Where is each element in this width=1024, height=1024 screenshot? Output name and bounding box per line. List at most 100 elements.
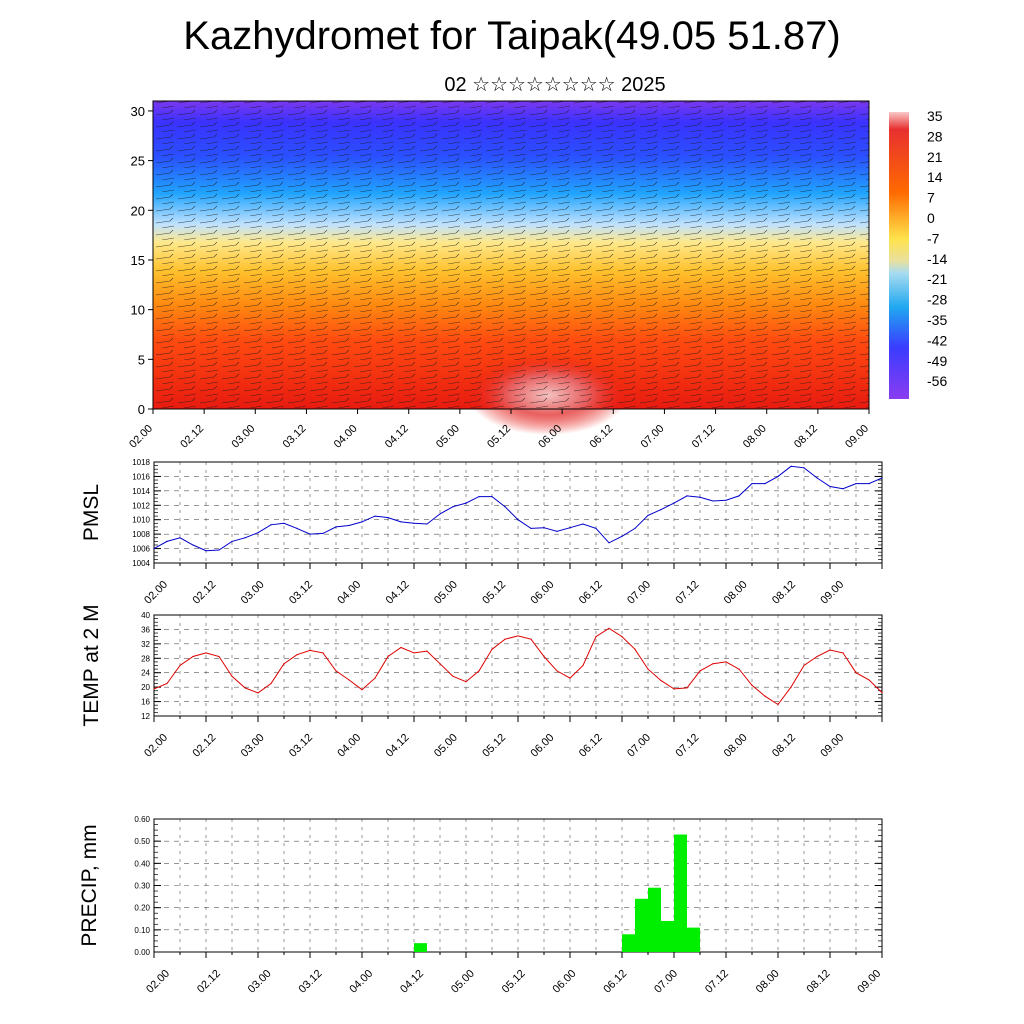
data-point bbox=[569, 677, 571, 679]
x-tick-label: 05.00 bbox=[432, 732, 460, 760]
chart-subtitle: 02 ☆☆☆☆☆☆☆☆ 2025 bbox=[444, 74, 666, 96]
data-point bbox=[335, 526, 337, 528]
data-point bbox=[400, 521, 402, 523]
colorbar-label: -42 bbox=[927, 332, 947, 348]
data-point bbox=[647, 668, 649, 670]
y-axis-title: TEMP at 2 M bbox=[80, 604, 103, 726]
y-tick-label: 20 bbox=[131, 203, 145, 218]
x-tick-label: 09.00 bbox=[843, 423, 871, 451]
precip-panel: 0.00 0.10 0.20 0.30 0.40 0.50 0.60 02.00 02.12 03… bbox=[78, 815, 883, 996]
x-tick-label: 05.12 bbox=[480, 579, 508, 607]
precip-bar bbox=[648, 887, 661, 952]
data-point bbox=[712, 663, 714, 665]
x-tick-label: 02.00 bbox=[142, 579, 170, 607]
data-point bbox=[439, 513, 441, 515]
data-point bbox=[868, 483, 870, 485]
data-point bbox=[192, 655, 194, 658]
x-tick-label: 08.00 bbox=[741, 423, 769, 451]
cross-section-panel: 0 5 10 15 20 25 30 02.00 02.12 03.00 03.12 04.00 04… bbox=[127, 100, 871, 451]
data-point bbox=[686, 687, 688, 689]
x-tick-label: 04.12 bbox=[384, 579, 412, 607]
x-tick-label: 05.12 bbox=[480, 732, 508, 760]
y-tick-label: 0.50 bbox=[134, 837, 150, 846]
colorbar: 35 28 21 14 7 0 -7 -14 -21 -28 -35 -42 -49 -56 bbox=[889, 108, 947, 399]
colorbar-label: -21 bbox=[927, 271, 947, 287]
data-point bbox=[803, 664, 805, 667]
data-point bbox=[374, 677, 376, 679]
data-point bbox=[361, 689, 363, 691]
data-point bbox=[673, 688, 675, 690]
data-point bbox=[426, 650, 428, 652]
data-point bbox=[296, 527, 298, 529]
data-point bbox=[374, 515, 376, 517]
data-point bbox=[231, 675, 233, 677]
data-point bbox=[192, 544, 194, 546]
y-tick-label: 0.60 bbox=[134, 815, 150, 824]
x-tick-label: 05.00 bbox=[449, 968, 477, 996]
precip-bar bbox=[635, 898, 648, 952]
x-tick-label: 08.12 bbox=[792, 423, 820, 451]
x-tick-label: 04.12 bbox=[383, 423, 411, 451]
x-tick-label: 03.00 bbox=[246, 968, 274, 996]
data-point bbox=[842, 488, 844, 490]
data-point bbox=[400, 646, 402, 649]
x-tick-label: 07.00 bbox=[625, 732, 653, 760]
y-tick-label: 0.40 bbox=[134, 859, 150, 868]
colorbar-label: -7 bbox=[927, 230, 940, 246]
y-axis-title: PRECIP, mm bbox=[78, 824, 101, 946]
x-tick-label: 06.00 bbox=[551, 968, 579, 996]
data-point bbox=[647, 514, 649, 516]
y-tick-label: 1012 bbox=[132, 501, 150, 510]
precip-bar bbox=[414, 943, 427, 952]
colorbar-label: 28 bbox=[927, 128, 943, 144]
data-point bbox=[816, 477, 818, 479]
x-tick-label: 05.12 bbox=[500, 968, 528, 996]
data-point bbox=[634, 527, 636, 529]
y-tick-label: 15 bbox=[131, 253, 145, 268]
colorbar-label: 21 bbox=[927, 149, 943, 165]
data-point bbox=[322, 652, 324, 654]
chart-title: Kazhydromet for Taipak(49.05 51.87) bbox=[183, 14, 841, 58]
data-point bbox=[166, 682, 168, 685]
x-tick-label: 03.12 bbox=[297, 968, 325, 996]
data-point bbox=[361, 521, 363, 523]
x-tick-label: 02.12 bbox=[190, 732, 218, 760]
data-point bbox=[296, 654, 298, 656]
data-point bbox=[556, 670, 558, 672]
x-tick-label: 07.00 bbox=[652, 968, 680, 996]
y-tick-label: 32 bbox=[141, 640, 150, 649]
data-point bbox=[543, 527, 545, 529]
x-tick-label: 04.00 bbox=[332, 423, 360, 451]
data-point bbox=[478, 670, 480, 672]
y-tick-label: 1008 bbox=[132, 530, 150, 539]
data-point bbox=[244, 537, 246, 539]
colorbar-label: -56 bbox=[927, 373, 947, 389]
data-point bbox=[764, 483, 766, 485]
data-point bbox=[881, 691, 883, 694]
data-point bbox=[231, 540, 233, 542]
x-tick-label: 08.12 bbox=[770, 579, 798, 607]
data-point bbox=[153, 547, 155, 550]
data-point bbox=[803, 467, 805, 469]
colorbar-label: 7 bbox=[927, 190, 935, 206]
y-axis-title: PMSL bbox=[80, 484, 103, 541]
data-point bbox=[660, 509, 662, 511]
data-point bbox=[699, 496, 701, 498]
data-point bbox=[595, 636, 597, 638]
data-point bbox=[517, 635, 519, 637]
colorbar-label: -35 bbox=[927, 312, 947, 328]
colorbar-bar bbox=[889, 112, 909, 399]
colorbar-label: 14 bbox=[927, 169, 943, 185]
pmsl-panel: 1004 1006 1008 1010 1012 1014 1016 1018 02.00 02.… bbox=[80, 458, 883, 607]
x-tick-label: 02.00 bbox=[142, 732, 170, 760]
data-point bbox=[218, 549, 220, 551]
data-point bbox=[595, 527, 597, 529]
data-point bbox=[504, 506, 506, 508]
data-point bbox=[621, 535, 623, 537]
data-point bbox=[582, 523, 584, 525]
data-point bbox=[439, 663, 441, 665]
data-point bbox=[608, 627, 610, 629]
data-point bbox=[491, 648, 493, 650]
colorbar-label: -49 bbox=[927, 353, 947, 369]
